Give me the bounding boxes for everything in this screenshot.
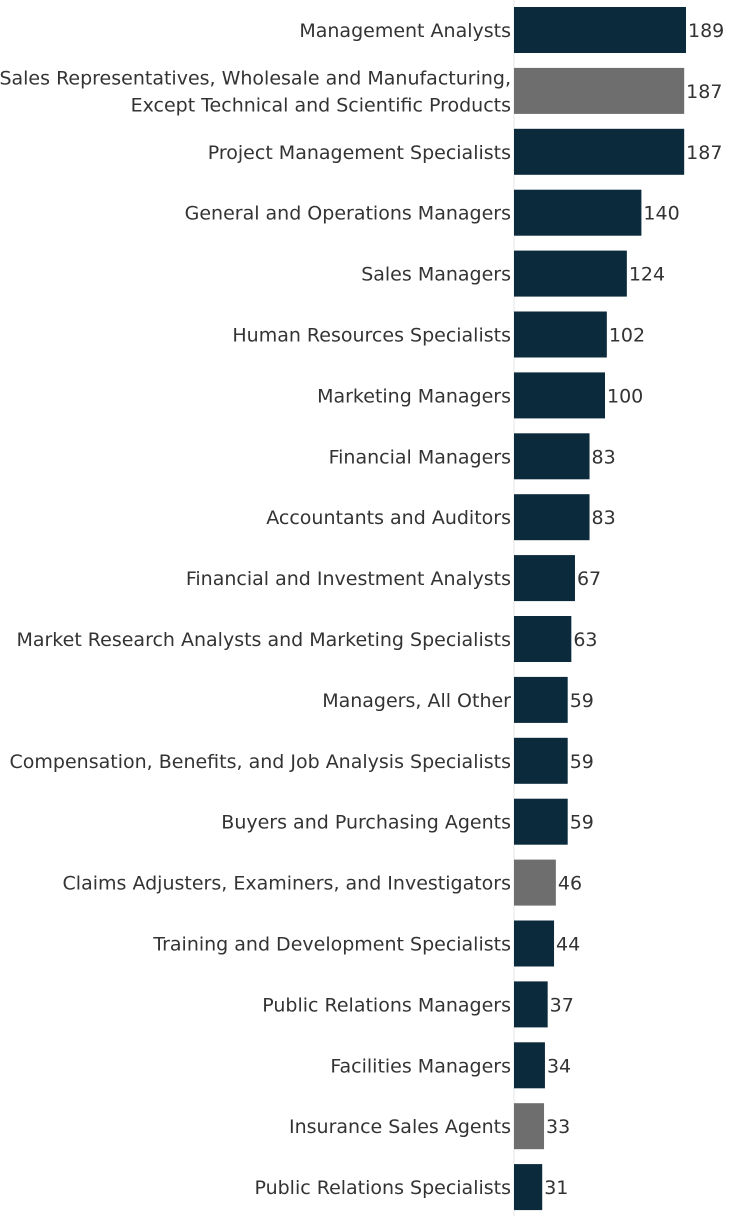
bar-row: Compensation, Benefits, and Job Analysis… — [10, 737, 594, 784]
bar — [514, 1042, 545, 1089]
bar — [514, 1164, 543, 1211]
bar-row: Market Research Analysts and Marketing S… — [16, 616, 598, 662]
bar-row: Claims Adjusters, Examiners, and Investi… — [63, 859, 582, 906]
bar — [514, 250, 627, 297]
bar-row: Project Management Specialists 187 — [208, 128, 722, 175]
category-label: Compensation, Benefits, and Job Analysis… — [10, 751, 511, 773]
value-label: 37 — [550, 994, 574, 1016]
bar — [514, 7, 686, 53]
bar — [514, 433, 590, 480]
bar — [514, 372, 606, 419]
category-label: Human Resources Specialists — [232, 325, 511, 347]
bar — [514, 494, 590, 541]
bar-row: Human Resources Specialists 102 — [232, 311, 645, 358]
category-label: Project Management Specialists — [208, 142, 511, 164]
bar — [514, 676, 568, 723]
value-label: 100 — [607, 385, 643, 407]
value-label: 46 — [558, 873, 582, 895]
value-label: 63 — [573, 629, 597, 651]
bar — [514, 616, 572, 662]
bar-row: Management Analysts 189 — [299, 7, 724, 53]
category-label: Market Research Analysts and Marketing S… — [16, 629, 511, 651]
bar — [514, 311, 607, 358]
bar-row: Marketing Managers 100 — [317, 372, 643, 419]
value-label: 67 — [577, 568, 601, 590]
bar-row: Insurance Sales Agents 33 — [289, 1103, 570, 1150]
bar — [514, 67, 685, 114]
bar-row: Financial Managers 83 — [329, 433, 616, 480]
value-label: 44 — [556, 934, 580, 956]
value-label: 83 — [592, 446, 616, 468]
bar-row: Sales Representatives, Wholesale and Man… — [0, 67, 722, 116]
bar — [514, 859, 556, 906]
bar — [514, 128, 685, 175]
value-label: 124 — [629, 264, 665, 286]
category-label: Facilities Managers — [330, 1055, 511, 1077]
value-label: 59 — [570, 690, 594, 712]
value-label: 59 — [570, 812, 594, 834]
bar — [514, 555, 575, 602]
bars-layer: Management Analysts 189 Sales Representati… — [0, 7, 724, 1211]
bar-row: Managers, All Other 59 — [322, 676, 594, 723]
category-label: Training and Development Specialists — [152, 934, 511, 956]
category-label: Marketing Managers — [317, 385, 511, 407]
bar-row: General and Operations Managers 140 — [185, 189, 680, 236]
category-label: Sales Representatives, Wholesale and Man… — [0, 67, 511, 116]
category-label: Managers, All Other — [322, 690, 511, 712]
category-label: Claims Adjusters, Examiners, and Investi… — [63, 873, 511, 895]
category-label: Buyers and Purchasing Agents — [221, 812, 511, 834]
bar-row: Accountants and Auditors 83 — [266, 494, 616, 541]
value-label: 102 — [609, 325, 645, 347]
value-label: 34 — [547, 1055, 571, 1077]
bar-row: Public Relations Specialists 31 — [254, 1164, 568, 1211]
value-label: 33 — [546, 1116, 570, 1138]
bar-row: Sales Managers 124 — [361, 250, 665, 297]
category-label: Sales Managers — [361, 264, 511, 286]
bar — [514, 189, 642, 236]
value-label: 187 — [686, 81, 722, 103]
value-label: 140 — [643, 203, 679, 225]
category-label: General and Operations Managers — [185, 203, 511, 225]
category-label: Insurance Sales Agents — [289, 1116, 511, 1138]
category-label: Management Analysts — [299, 20, 511, 42]
bar-row: Buyers and Purchasing Agents 59 — [221, 798, 594, 845]
bar-row: Facilities Managers 34 — [330, 1042, 571, 1089]
value-label: 59 — [570, 751, 594, 773]
bar-row: Public Relations Managers 37 — [262, 981, 574, 1028]
value-label: 189 — [688, 20, 724, 42]
bar — [514, 798, 568, 845]
value-label: 83 — [592, 507, 616, 529]
category-label: Accountants and Auditors — [266, 507, 511, 529]
bar — [514, 920, 555, 967]
bar-row: Financial and Investment Analysts 67 — [186, 555, 601, 602]
value-label: 187 — [686, 142, 722, 164]
bar — [514, 981, 548, 1028]
category-label: Financial Managers — [329, 446, 511, 468]
bar-row: Training and Development Specialists 44 — [152, 920, 580, 967]
category-label: Public Relations Managers — [262, 994, 511, 1016]
category-label: Public Relations Specialists — [254, 1177, 511, 1199]
category-label: Financial and Investment Analysts — [186, 568, 511, 590]
bar — [514, 737, 568, 784]
value-label: 31 — [544, 1177, 568, 1199]
bar — [514, 1103, 545, 1150]
